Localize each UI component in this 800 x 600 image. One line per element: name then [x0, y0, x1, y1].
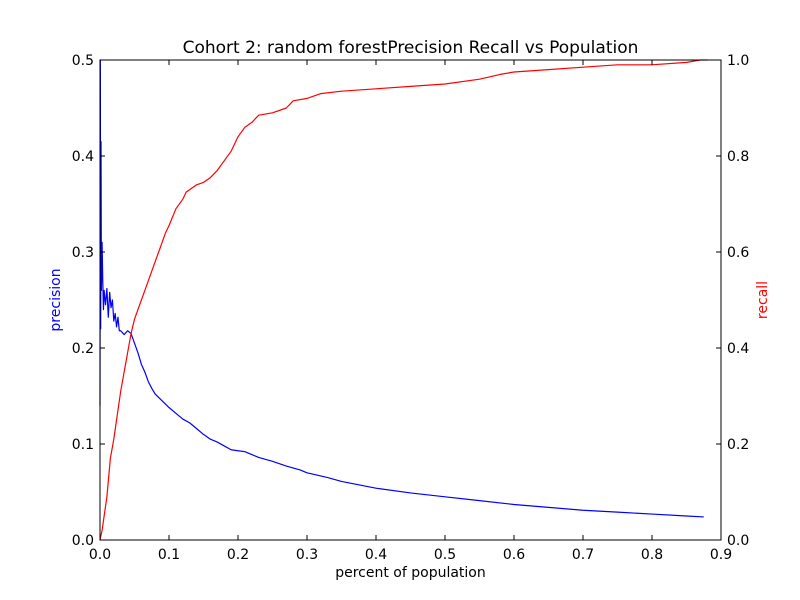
x-axis-label: percent of population — [335, 565, 486, 581]
y-left-tick-label: 0.1 — [72, 437, 94, 453]
recall-line — [99, 59, 708, 541]
series-layer — [99, 59, 708, 541]
ticks-layer: 0.0 0.1 0.2 0.3 0.4 0.5 0.6 0.7 0.8 0.90.00.10.20… — [72, 53, 750, 563]
x-tick-label: 0.8 — [641, 547, 663, 563]
y-left-tick-label: 0.0 — [72, 533, 94, 549]
y-right-tick-label: 1.0 — [727, 53, 749, 69]
y-left-tick-label: 0.5 — [72, 53, 94, 69]
y-axis-left-label: precision — [48, 268, 64, 331]
y-left-tick-label: 0.3 — [72, 245, 94, 261]
x-tick-label: 0.5 — [434, 547, 456, 563]
plot-frame — [99, 59, 722, 541]
x-tick-label: 0.6 — [503, 547, 525, 563]
y-right-tick-label: 0.0 — [727, 533, 749, 549]
chart-title: Cohort 2: random forestPrecision Recall … — [183, 38, 639, 58]
x-tick-label: 0.1 — [158, 547, 180, 563]
y-left-tick-label: 0.2 — [72, 341, 94, 357]
y-right-tick-label: 0.6 — [727, 245, 749, 261]
y-left-tick-label: 0.4 — [72, 149, 94, 165]
x-tick-label: 0.2 — [227, 547, 249, 563]
y-right-tick-label: 0.4 — [727, 341, 749, 357]
x-tick-label: 0.0 — [89, 547, 111, 563]
y-axis-right-label: recall — [755, 281, 771, 319]
y-right-tick-label: 0.2 — [727, 437, 749, 453]
x-tick-label: 0.9 — [710, 547, 732, 563]
x-tick-label: 0.3 — [296, 547, 318, 563]
x-tick-label: 0.7 — [572, 547, 594, 563]
y-right-tick-label: 0.8 — [727, 149, 749, 165]
precision-line — [99, 59, 704, 518]
x-tick-label: 0.4 — [365, 547, 387, 563]
